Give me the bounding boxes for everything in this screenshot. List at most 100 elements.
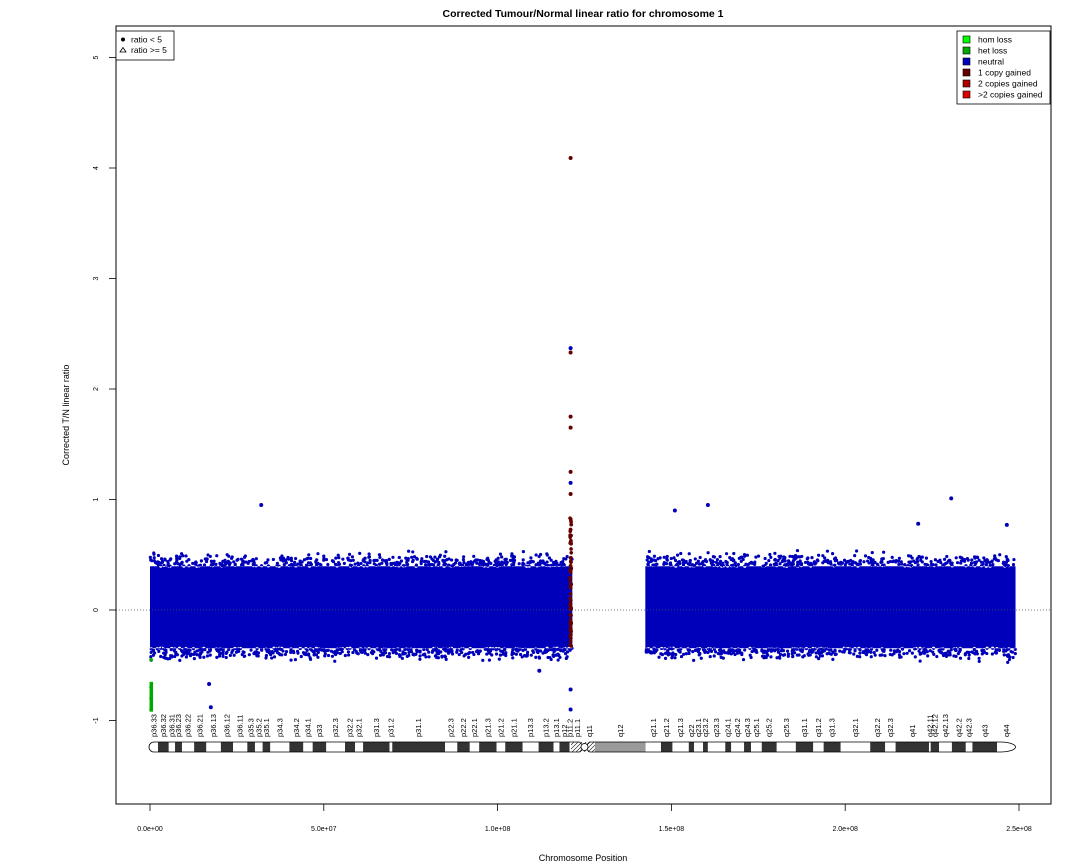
ideogram-band-label: p36.21	[196, 714, 205, 737]
ideogram-band-label: q32.3	[886, 718, 895, 737]
gain-point	[568, 556, 573, 560]
gain-point	[568, 570, 573, 574]
ideogram-band-label: p13.3	[526, 718, 535, 737]
ideogram-band	[157, 742, 169, 752]
ideogram-band	[312, 742, 327, 752]
ideogram-band	[505, 742, 523, 752]
color-legend-box	[956, 30, 1051, 105]
color-legend-label: 1 copy gained	[978, 68, 1031, 78]
color-legend-label: 2 copies gained	[978, 79, 1038, 89]
ideogram-band-label: p36.11	[236, 715, 245, 737]
ideogram-band-label: q42.2	[954, 718, 963, 737]
ideogram-band	[326, 742, 346, 752]
ideogram-band	[965, 742, 973, 752]
ideogram-band-label: p34.3	[275, 718, 284, 737]
ideogram-band	[538, 742, 554, 752]
ideogram-band	[150, 742, 158, 752]
axes: 0.0e+00 5.0e+07 1.0e+08 1.5e+08 2.0e+08 2.5e+…	[93, 55, 1032, 833]
ideogram-band	[840, 742, 871, 752]
gain-point	[569, 629, 574, 634]
color-legend-label: neutral	[978, 57, 1004, 67]
ideogram-band-label: p21.1	[509, 718, 518, 737]
ideogram-band	[168, 742, 176, 752]
ideogram-band-label: q42.3	[965, 718, 974, 737]
ideogram-band	[445, 742, 458, 752]
ideogram-band	[220, 742, 234, 752]
centromere-marker	[580, 743, 589, 751]
x-axis-label: Chromosome Position	[539, 853, 628, 863]
ideogram-band-label: p36.13	[209, 714, 218, 737]
legend-color-swatch	[962, 57, 971, 66]
ideogram-band-label: q42.12	[930, 714, 939, 737]
neutral-outlier-point	[208, 705, 213, 710]
neutral-outlier-point	[1004, 522, 1009, 527]
ideogram-band-label: q31.2	[814, 718, 823, 737]
gain-point	[568, 624, 573, 628]
ideogram-band	[823, 742, 841, 752]
ideogram-band	[479, 742, 497, 752]
ideogram-band	[355, 742, 364, 752]
neutral-outlier-point	[259, 503, 264, 508]
ideogram-band	[885, 742, 896, 752]
ideogram-band	[457, 742, 470, 752]
gain-outlier-point	[568, 156, 573, 161]
shape-legend-label: ratio >= 5	[131, 45, 167, 55]
data-points	[148, 156, 1017, 712]
gain-point	[569, 560, 573, 564]
legend-color-swatch	[962, 90, 971, 99]
gain-point	[568, 639, 573, 644]
ideogram-band-label: q21.3	[676, 718, 685, 737]
ideogram-band-label: q21.2	[662, 718, 671, 737]
ideogram-band	[795, 742, 814, 752]
gain-point	[569, 582, 573, 586]
ideogram-band-label: q12	[616, 724, 625, 737]
ideogram-band	[262, 742, 271, 752]
ideogram-band-label: p22.2	[459, 718, 468, 737]
ideogram-band	[175, 742, 182, 752]
ideogram-band-label: p33	[315, 724, 324, 737]
y-tick-label: 3	[93, 276, 100, 280]
ideogram-band-label: p31.2	[386, 718, 395, 737]
ideogram-band	[289, 742, 304, 752]
neutral-outlier-point	[207, 682, 212, 687]
ideogram-band-label: p21.3	[483, 718, 492, 737]
ideogram-band	[776, 742, 796, 752]
ideogram-band-label: q32.1	[851, 718, 860, 737]
ideogram-band	[930, 742, 940, 752]
ideogram-band-label: q41	[908, 724, 917, 737]
ideogram-band-label: p35.1	[262, 718, 271, 737]
ideogram-band-label: q22	[687, 724, 696, 737]
gain-point	[568, 575, 572, 580]
chart-title: Corrected Tumour/Normal linear ratio for…	[442, 8, 723, 20]
ideogram-band	[270, 742, 290, 752]
x-tick-label: 0.0e+00	[137, 826, 163, 833]
neutral-outlier-point	[705, 503, 710, 508]
legend-color-swatch	[962, 35, 971, 44]
ideogram-band-label: p36.23	[174, 714, 183, 737]
gain-point	[568, 578, 572, 583]
ideogram-band-label: p11.1	[573, 719, 582, 737]
ideogram-band	[254, 742, 263, 752]
ideogram-band-label: p13.1	[552, 718, 561, 737]
ideogram-band-label: p36.32	[159, 714, 168, 737]
ideogram-band	[594, 742, 646, 752]
gain-point	[569, 547, 573, 551]
ideogram-band-label: q11	[585, 725, 594, 737]
ideogram-band	[751, 742, 762, 752]
gain-point	[568, 617, 573, 622]
ideogram-band	[496, 742, 506, 752]
y-tick-label: 1	[93, 497, 100, 501]
ideogram-band	[303, 742, 313, 752]
neutral-point-cloud	[148, 548, 1017, 664]
ideogram-band	[972, 742, 998, 752]
ideogram-band	[645, 742, 661, 752]
legend-color-swatch	[962, 46, 971, 55]
ideogram-band	[813, 742, 824, 752]
neutral-outlier-point	[949, 496, 954, 501]
ideogram-band-label: p36.22	[184, 714, 193, 737]
ideogram-band	[194, 742, 207, 752]
ideogram-band-label: q44	[1002, 724, 1011, 737]
y-tick-label: 0	[93, 608, 100, 612]
ideogram-band-label: q43	[980, 724, 989, 737]
